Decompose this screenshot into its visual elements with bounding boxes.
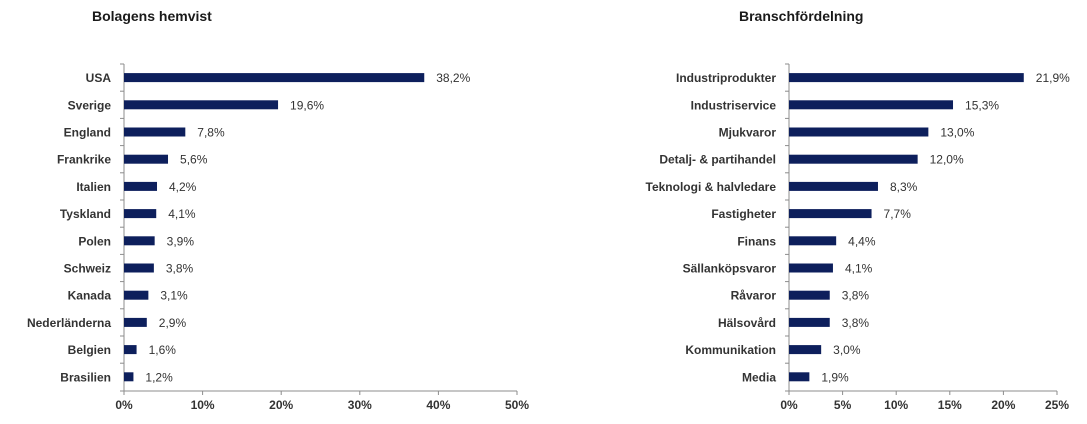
hemvist-value-label: 3,9% bbox=[167, 234, 195, 248]
hemvist-bar bbox=[124, 290, 149, 300]
hemvist-value-label: 3,1% bbox=[160, 289, 188, 303]
bransch-bar bbox=[789, 154, 918, 164]
hemvist-x-tick-label: 40% bbox=[426, 398, 450, 412]
bransch-bar bbox=[789, 345, 822, 355]
hemvist-value-label: 2,9% bbox=[159, 316, 187, 330]
chart-title-bransch: Branschfördelning bbox=[739, 8, 864, 24]
hemvist-category-label: England bbox=[64, 126, 111, 140]
hemvist-value-label: 19,6% bbox=[290, 98, 324, 112]
bransch-category-label: Teknologi & halvledare bbox=[646, 180, 777, 194]
bransch-value-label: 21,9% bbox=[1036, 71, 1070, 85]
hemvist-value-label: 4,2% bbox=[169, 180, 197, 194]
hemvist-bar bbox=[124, 236, 155, 246]
hemvist-bar bbox=[124, 154, 169, 164]
hemvist-value-label: 1,2% bbox=[145, 370, 173, 384]
hemvist-bar bbox=[124, 73, 425, 83]
bransch-category-label: Media bbox=[742, 370, 776, 384]
hemvist-x-tick-label: 0% bbox=[115, 398, 133, 412]
bransch-category-label: Råvaror bbox=[731, 289, 777, 303]
bransch-bar bbox=[789, 100, 954, 110]
bransch-value-label: 8,3% bbox=[890, 180, 918, 194]
bransch-bar bbox=[789, 127, 929, 137]
bransch-value-label: 3,8% bbox=[842, 316, 870, 330]
bransch-category-label: Industriprodukter bbox=[676, 71, 776, 85]
bransch-category-label: Sällanköpsvaror bbox=[683, 262, 777, 276]
bransch-value-label: 3,0% bbox=[833, 343, 861, 357]
hemvist-category-label: Sverige bbox=[68, 98, 112, 112]
hemvist-value-label: 1,6% bbox=[149, 343, 177, 357]
bransch-bar bbox=[789, 73, 1024, 83]
hemvist-value-label: 38,2% bbox=[436, 71, 470, 85]
hemvist-x-tick-label: 50% bbox=[505, 398, 529, 412]
hemvist-category-label: Nederländerna bbox=[27, 316, 111, 330]
bransch-bar bbox=[789, 263, 833, 273]
bransch-bar bbox=[789, 181, 878, 191]
bransch-category-label: Mjukvaror bbox=[719, 126, 777, 140]
bransch-category-label: Industriservice bbox=[691, 98, 777, 112]
bransch-category-label: Fastigheter bbox=[711, 207, 776, 221]
bransch-category-label: Kommunikation bbox=[685, 343, 776, 357]
bransch-x-tick-label: 10% bbox=[884, 398, 908, 412]
bransch-bar bbox=[789, 209, 872, 219]
hemvist-bar bbox=[124, 127, 186, 137]
hemvist-bar bbox=[124, 372, 134, 382]
hemvist-value-label: 4,1% bbox=[168, 207, 196, 221]
hemvist-bar bbox=[124, 209, 157, 219]
bransch-x-tick-label: 15% bbox=[938, 398, 962, 412]
hemvist-category-label: Tyskland bbox=[60, 207, 111, 221]
hemvist-category-label: Schweiz bbox=[64, 262, 111, 276]
bransch-x-tick-label: 5% bbox=[834, 398, 852, 412]
bransch-x-tick-label: 20% bbox=[991, 398, 1015, 412]
hemvist-category-label: Frankrike bbox=[57, 153, 111, 167]
hemvist-category-label: Polen bbox=[78, 234, 111, 248]
hemvist-category-label: USA bbox=[86, 71, 112, 85]
bransch-bar bbox=[789, 317, 830, 327]
bransch-value-label: 13,0% bbox=[940, 126, 974, 140]
bransch-value-label: 4,1% bbox=[845, 262, 873, 276]
hemvist-category-label: Belgien bbox=[68, 343, 111, 357]
hemvist-x-tick-label: 10% bbox=[191, 398, 215, 412]
hemvist-x-tick-label: 30% bbox=[348, 398, 372, 412]
bransch-bar bbox=[789, 290, 830, 300]
bransch-value-label: 4,4% bbox=[848, 234, 876, 248]
bransch-category-label: Finans bbox=[737, 234, 776, 248]
hemvist-value-label: 7,8% bbox=[197, 126, 225, 140]
bransch-value-label: 12,0% bbox=[930, 153, 964, 167]
hemvist-category-label: Brasilien bbox=[60, 370, 111, 384]
hemvist-bar bbox=[124, 181, 158, 191]
bransch-value-label: 3,8% bbox=[842, 289, 870, 303]
hemvist-value-label: 5,6% bbox=[180, 153, 208, 167]
bransch-value-label: 7,7% bbox=[884, 207, 912, 221]
hemvist-bar bbox=[124, 345, 137, 355]
bransch-category-label: Detalj- & partihandel bbox=[659, 153, 776, 167]
hemvist-bar bbox=[124, 317, 147, 327]
bransch-bar bbox=[789, 236, 837, 246]
hemvist-category-label: Kanada bbox=[68, 289, 112, 303]
bransch-x-tick-label: 0% bbox=[780, 398, 798, 412]
chart-title-hemvist: Bolagens hemvist bbox=[92, 8, 212, 24]
bransch-value-label: 1,9% bbox=[821, 370, 849, 384]
hemvist-category-label: Italien bbox=[76, 180, 111, 194]
bransch-bar bbox=[789, 372, 810, 382]
bransch-category-label: Hälsovård bbox=[718, 316, 776, 330]
hemvist-bar bbox=[124, 100, 279, 110]
hemvist-bar bbox=[124, 263, 154, 273]
bransch-value-label: 15,3% bbox=[965, 98, 999, 112]
bransch-x-tick-label: 25% bbox=[1045, 398, 1069, 412]
hemvist-x-tick-label: 20% bbox=[269, 398, 293, 412]
hemvist-value-label: 3,8% bbox=[166, 262, 194, 276]
